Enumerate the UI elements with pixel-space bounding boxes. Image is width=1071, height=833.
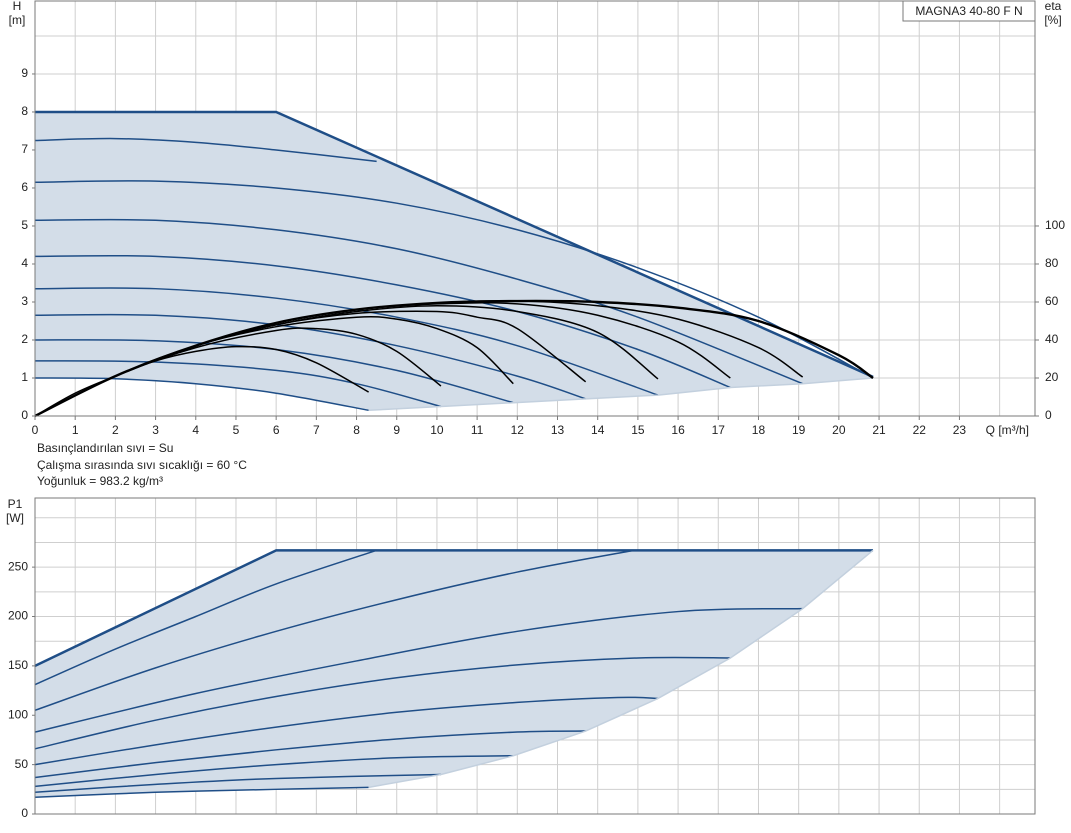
y-tick-label: 0 (21, 806, 28, 820)
x-tick-label: 11 (471, 423, 484, 437)
x-tick-label: 4 (192, 423, 199, 437)
title-box (902, 0, 1036, 22)
performance-curve (34, 137, 377, 163)
x-tick-label: 0 (32, 423, 39, 437)
x-tick-label: 6 (273, 423, 280, 437)
x-tick-label: 15 (631, 423, 645, 437)
performance-curve (34, 287, 659, 396)
x-tick-label: 13 (551, 423, 565, 437)
y2-tick-label: 60 (1045, 294, 1059, 308)
efficiency-curve (34, 299, 874, 418)
plot-border (34, 497, 1036, 815)
x-tick-label: 14 (591, 423, 605, 437)
y-tick-label: 2 (21, 332, 28, 346)
note: Basınçlandırılan sıvı = Su (37, 441, 173, 455)
y-tick-label: 150 (8, 658, 28, 672)
performance-curve (34, 549, 874, 668)
y-tick-label: 4 (21, 256, 28, 270)
y2-axis-label: eta (1045, 0, 1062, 13)
y-tick-label: 5 (21, 218, 28, 232)
y-axis-label: H (13, 0, 22, 13)
performance-curve (34, 377, 369, 412)
performance-curve (34, 254, 731, 389)
performance-curve (34, 607, 803, 733)
y-tick-label: 7 (21, 142, 28, 156)
x-tick-label: 2 (112, 423, 119, 437)
efficiency-curve (34, 345, 369, 417)
plot-border (34, 0, 1036, 417)
x-tick-label: 18 (752, 423, 766, 437)
performance-curve (34, 754, 514, 788)
x-tick-label: 1 (72, 423, 79, 437)
performance-curve (34, 696, 659, 766)
performance-curve (34, 656, 731, 750)
y-tick-label: 6 (21, 180, 28, 194)
y-tick-label: 1 (21, 370, 28, 384)
y-tick-label: 200 (8, 609, 28, 623)
x-tick-label: 12 (511, 423, 525, 437)
x-tick-label: 23 (953, 423, 967, 437)
performance-curve (34, 313, 586, 400)
performance-curve (34, 730, 586, 779)
note: Çalışma sırasında sıvı sıcaklığı = 60 °C (37, 458, 247, 472)
performance-curve (368, 549, 874, 789)
y2-tick-label: 0 (1045, 408, 1052, 422)
y-tick-label: 8 (21, 104, 28, 118)
x-tick-label: 9 (393, 423, 400, 437)
performance-curve (34, 549, 635, 712)
y-axis-label: P1 (8, 497, 23, 511)
x-tick-label: 22 (913, 423, 927, 437)
y-tick-label: 50 (15, 757, 29, 771)
performance-curve (34, 786, 369, 798)
y-tick-label: 3 (21, 294, 28, 308)
y2-tick-label: 80 (1045, 256, 1059, 270)
performance-curve (34, 549, 377, 686)
performance-curve (35, 110, 874, 378)
y-tick-label: 100 (8, 707, 28, 721)
performance-curve (34, 218, 803, 385)
y-tick-label: 9 (21, 66, 28, 80)
performance-curve (368, 377, 874, 412)
y2-tick-label: 20 (1045, 370, 1059, 384)
chart-title: MAGNA3 40-80 F N (915, 4, 1022, 18)
x-tick-label: 3 (152, 423, 159, 437)
x-tick-label: 7 (313, 423, 320, 437)
performance-curve (34, 773, 441, 794)
x-axis-label: Q [m³/h] (986, 423, 1029, 437)
y2-axis-unit: [%] (1044, 13, 1061, 27)
y-axis-unit: [m] (9, 13, 26, 27)
y-tick-label: 250 (8, 559, 28, 573)
performance-curve (34, 180, 874, 379)
note: Yoğunluk = 983.2 kg/m³ (37, 474, 163, 488)
x-tick-label: 19 (792, 423, 806, 437)
performance-curve (34, 360, 442, 408)
x-tick-label: 21 (872, 423, 886, 437)
y2-tick-label: 100 (1045, 218, 1065, 232)
x-tick-label: 10 (430, 423, 444, 437)
x-tick-label: 5 (233, 423, 240, 437)
x-tick-label: 8 (353, 423, 360, 437)
x-tick-label: 17 (712, 423, 726, 437)
y-axis-unit: [W] (6, 511, 24, 525)
y2-tick-label: 40 (1045, 332, 1059, 346)
x-tick-label: 20 (832, 423, 846, 437)
x-tick-label: 16 (671, 423, 685, 437)
y-tick-label: 0 (21, 408, 28, 422)
